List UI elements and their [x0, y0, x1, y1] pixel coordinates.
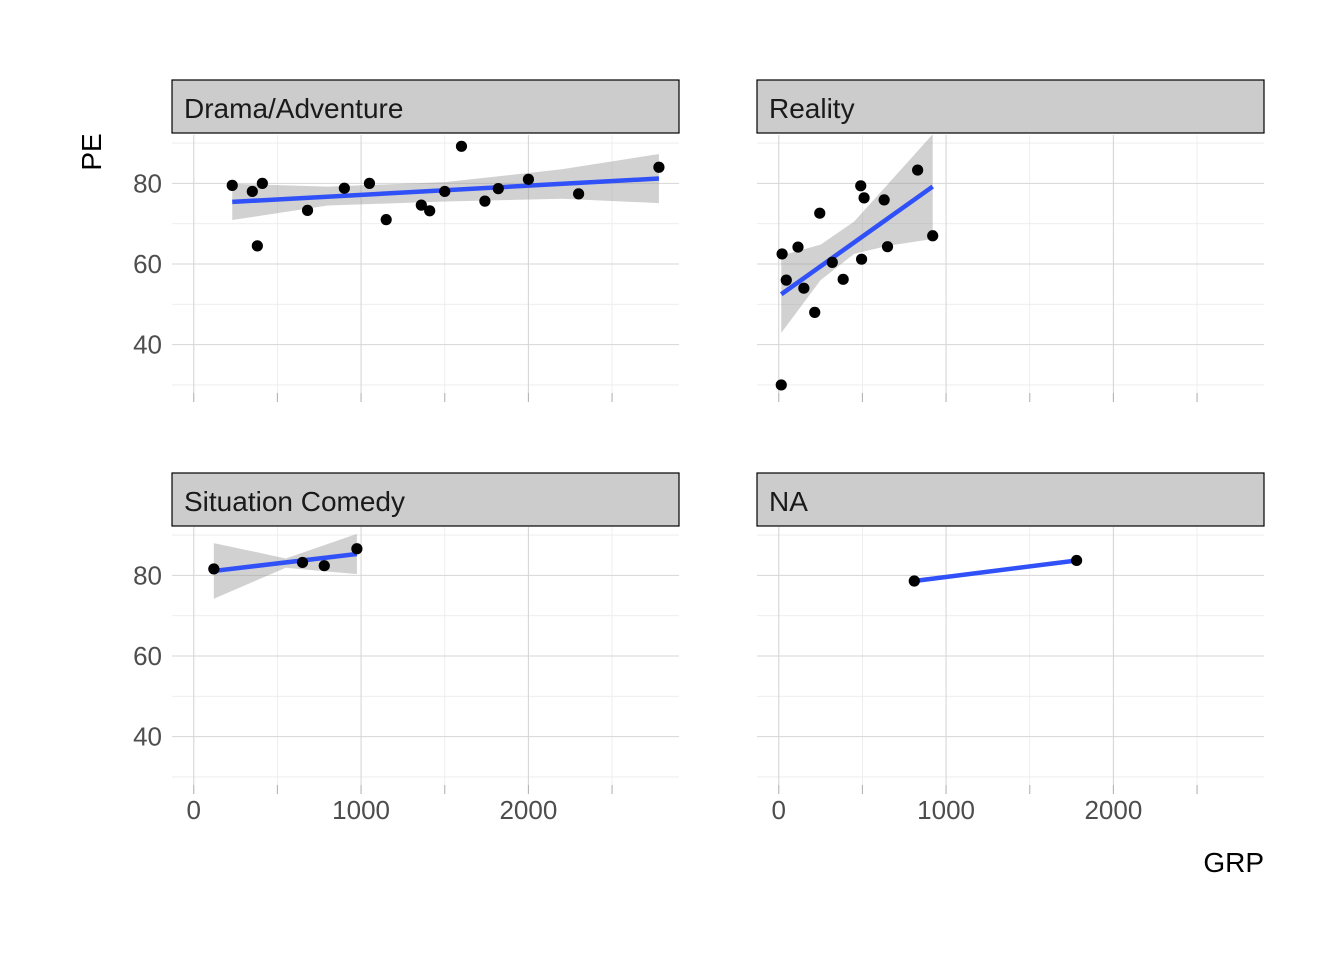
facet-strip-label: Drama/Adventure — [184, 93, 403, 124]
x-tick-label: 2000 — [1084, 795, 1142, 825]
panel-reality: Reality — [756, 79, 1265, 402]
data-point — [908, 575, 920, 587]
data-point — [878, 194, 890, 206]
data-point — [380, 214, 392, 226]
confidence-band — [781, 134, 933, 333]
data-point — [363, 177, 376, 189]
y-tick-label: 60 — [133, 249, 162, 279]
x-tick-label: 0 — [772, 795, 786, 825]
data-point — [1070, 554, 1083, 567]
x-tick-label: 1000 — [332, 795, 390, 825]
facet-strip — [171, 472, 680, 527]
data-point — [296, 556, 309, 569]
facet-strip-label: Situation Comedy — [184, 486, 405, 517]
data-point — [492, 183, 504, 195]
x-tick-label: 1000 — [917, 795, 975, 825]
panels-layer: Drama/Adventure 40 60 80 Reality Situation Co… — [133, 79, 1265, 825]
x-axis-title: GRP — [1203, 847, 1264, 878]
data-point — [256, 177, 268, 189]
data-point — [798, 282, 810, 294]
data-point — [809, 306, 821, 318]
y-tick-label: 60 — [133, 641, 162, 671]
data-point — [792, 241, 804, 253]
y-tick-label: 80 — [133, 560, 162, 590]
data-point — [208, 563, 220, 575]
x-tick-label: 2000 — [499, 795, 557, 825]
data-point — [455, 140, 468, 152]
data-point — [479, 195, 491, 207]
data-point — [251, 240, 263, 252]
facet-strip-label: Reality — [769, 93, 855, 124]
data-point — [775, 379, 787, 391]
y-tick-label: 80 — [133, 168, 162, 198]
data-point — [826, 256, 838, 268]
facet-strip-label: NA — [769, 486, 808, 517]
regression-line — [914, 558, 1077, 584]
data-point — [351, 543, 363, 555]
panel-situation-comedy: Situation Comedy 40 60 80 0 1000 2000 — [133, 472, 680, 825]
facet-strip — [756, 79, 1265, 134]
y-tick-label: 40 — [133, 330, 162, 360]
y-axis-title: PE — [76, 133, 107, 170]
data-point — [776, 248, 788, 260]
regression-line — [213, 551, 358, 574]
data-point — [858, 192, 870, 204]
data-point — [301, 204, 314, 216]
data-point — [653, 161, 665, 173]
data-point — [855, 180, 867, 192]
data-point — [415, 199, 427, 211]
data-point — [927, 230, 939, 242]
data-point — [226, 179, 238, 191]
data-point — [780, 274, 792, 286]
data-point — [837, 273, 849, 285]
data-point — [318, 560, 330, 572]
data-point — [855, 253, 868, 265]
data-point — [522, 173, 535, 185]
confidence-band — [213, 533, 357, 599]
data-point — [912, 164, 924, 176]
regression-line — [779, 184, 934, 297]
x-tick-label: 0 — [187, 795, 201, 825]
data-point — [439, 185, 451, 198]
y-tick-label: 40 — [133, 722, 162, 752]
data-point — [338, 182, 350, 194]
panel-na: NA 0 1000 2000 — [756, 472, 1265, 825]
facet-strip — [171, 79, 680, 134]
panel-drama-adventure: Drama/Adventure 40 60 80 — [133, 79, 680, 402]
facet-strip — [756, 472, 1265, 527]
data-point — [881, 241, 894, 253]
data-point — [814, 207, 826, 219]
data-point — [573, 188, 585, 200]
data-point — [424, 205, 436, 217]
data-point — [246, 185, 258, 198]
